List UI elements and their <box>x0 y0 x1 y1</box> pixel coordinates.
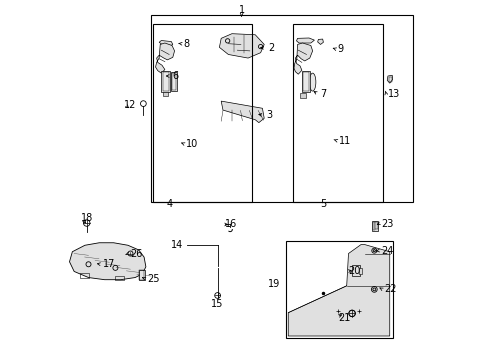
Bar <box>388 77 391 82</box>
Text: 15: 15 <box>211 299 224 309</box>
Text: 24: 24 <box>380 246 392 256</box>
Circle shape <box>372 288 375 291</box>
Polygon shape <box>219 34 264 58</box>
Text: 4: 4 <box>166 199 172 210</box>
Bar <box>161 71 170 92</box>
Bar <box>171 72 177 91</box>
Text: 14: 14 <box>170 239 183 249</box>
Bar <box>153 24 251 202</box>
Bar <box>285 241 392 338</box>
Circle shape <box>372 249 375 252</box>
Bar <box>163 72 168 91</box>
Text: 19: 19 <box>267 279 280 289</box>
Text: 7: 7 <box>319 89 325 99</box>
Bar <box>358 267 362 274</box>
Text: 18: 18 <box>81 213 93 222</box>
Text: 26: 26 <box>130 248 142 258</box>
Bar <box>292 24 382 202</box>
Bar <box>375 222 378 229</box>
Bar <box>303 72 308 91</box>
Polygon shape <box>221 101 264 123</box>
Text: 5: 5 <box>320 199 326 210</box>
Text: 12: 12 <box>124 100 137 110</box>
Text: 9: 9 <box>337 44 343 54</box>
Polygon shape <box>296 38 314 43</box>
Bar <box>300 93 305 98</box>
Bar <box>139 270 145 280</box>
Text: 3: 3 <box>265 111 272 121</box>
Text: 13: 13 <box>387 89 399 99</box>
Text: 2: 2 <box>267 43 273 53</box>
Text: 17: 17 <box>102 259 115 269</box>
Bar <box>301 71 309 92</box>
Text: 16: 16 <box>224 220 237 229</box>
Bar <box>139 270 144 280</box>
Polygon shape <box>155 43 174 73</box>
Bar <box>172 73 176 90</box>
Text: 21: 21 <box>338 313 350 323</box>
Text: 11: 11 <box>338 136 350 145</box>
Polygon shape <box>293 43 312 74</box>
Polygon shape <box>159 41 172 46</box>
Polygon shape <box>69 243 145 280</box>
Text: 22: 22 <box>384 284 396 294</box>
Bar <box>371 221 378 231</box>
Text: 10: 10 <box>186 139 198 149</box>
Bar <box>115 276 124 280</box>
Ellipse shape <box>309 73 315 91</box>
Bar <box>372 222 375 230</box>
Text: 25: 25 <box>147 274 159 284</box>
Text: 1: 1 <box>238 5 244 15</box>
Polygon shape <box>386 75 392 83</box>
Text: 6: 6 <box>172 71 178 81</box>
Bar <box>163 92 168 96</box>
Polygon shape <box>287 244 389 336</box>
Bar <box>80 273 89 278</box>
Polygon shape <box>317 39 323 44</box>
Text: 23: 23 <box>380 219 392 229</box>
Text: 8: 8 <box>183 39 189 49</box>
Text: 20: 20 <box>348 266 360 276</box>
Bar <box>351 265 359 276</box>
Bar <box>151 15 412 202</box>
